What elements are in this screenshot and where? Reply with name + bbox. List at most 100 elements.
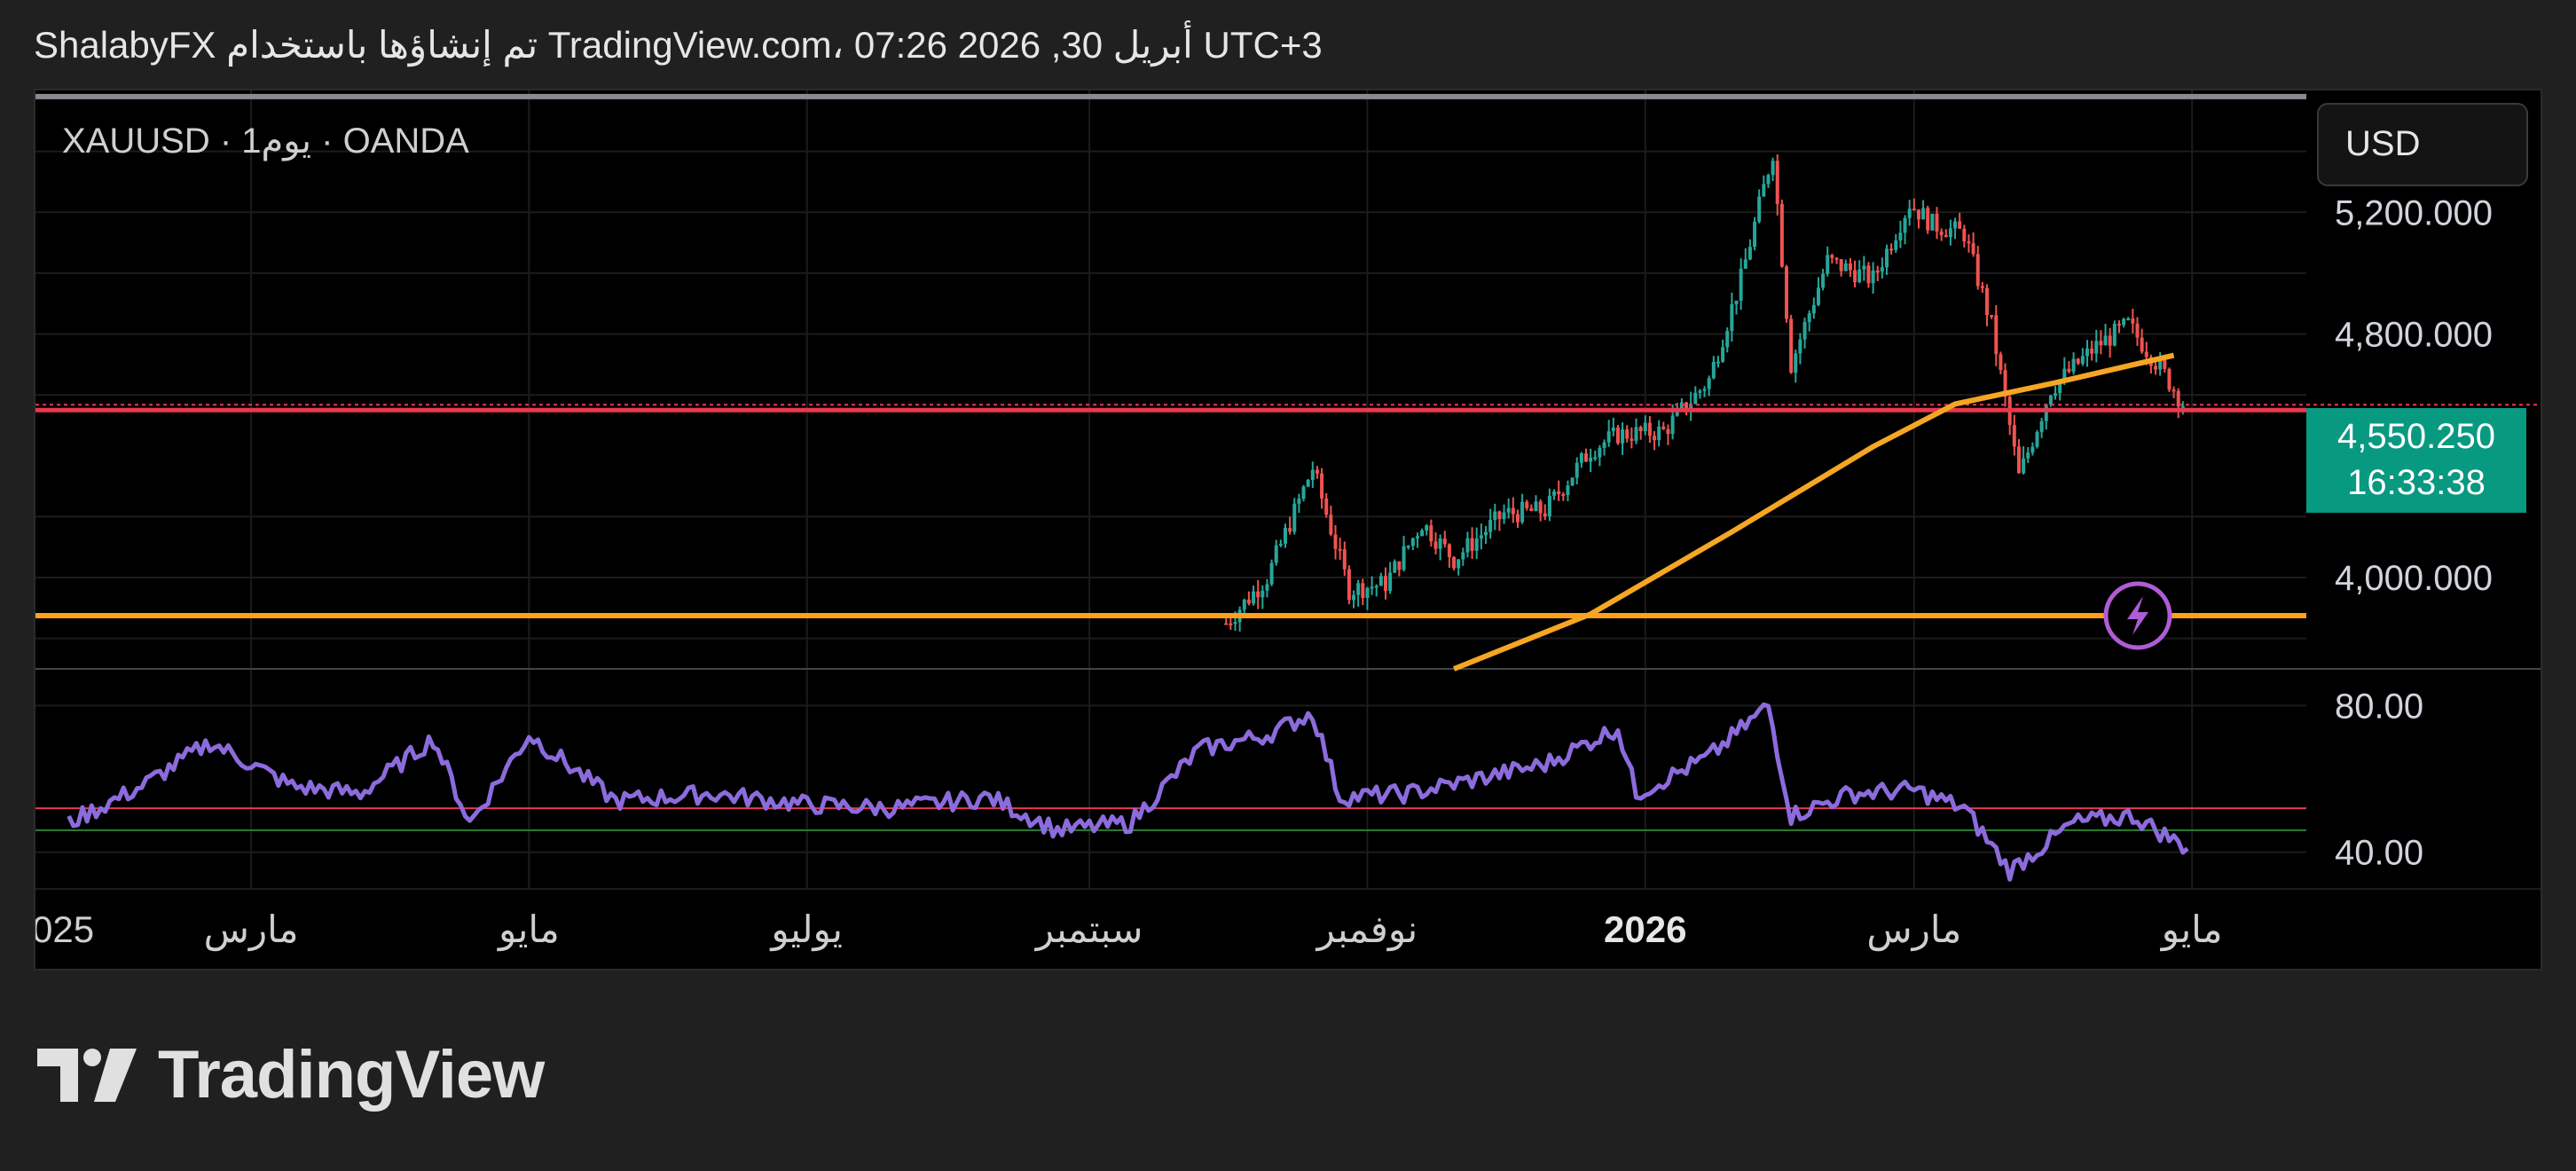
candle-body	[1880, 267, 1884, 272]
candle-body	[1839, 259, 1843, 271]
candle-body	[1907, 208, 1912, 218]
candle-body	[1570, 477, 1575, 486]
candle-body	[1589, 457, 1593, 462]
candle-body	[1606, 431, 1611, 443]
candle-body	[1661, 426, 1666, 429]
rsi-tick-label: 40.00	[2335, 834, 2423, 873]
candle-body	[1474, 538, 1479, 551]
candle-body	[1889, 248, 1894, 251]
candle-body	[1811, 304, 1816, 314]
candle-body	[2140, 337, 2144, 352]
symbol-label: XAUUSD · 1يوم · OANDA	[62, 122, 469, 161]
candle-body	[1948, 228, 1952, 238]
candle-body	[1365, 587, 1370, 599]
candle-body	[1921, 208, 1926, 220]
candle-body	[1689, 404, 1693, 412]
candle-body	[1953, 221, 1958, 229]
candle-body	[2135, 323, 2140, 338]
candle-body	[1725, 331, 1730, 348]
candle-body	[2026, 452, 2030, 459]
candle-body	[1747, 247, 1752, 260]
candle-body	[1310, 469, 1315, 481]
candle-body	[1615, 427, 1620, 444]
candle-body	[2108, 335, 2112, 346]
candle-body	[2126, 318, 2131, 321]
candle-body	[1611, 427, 1615, 432]
candle-body	[1753, 221, 1757, 248]
candle-body	[1429, 525, 1433, 542]
candle-body	[1338, 548, 1342, 551]
candle-body	[1766, 175, 1771, 185]
y-tick-label: 5,200.000	[2335, 193, 2493, 232]
candle-body	[1584, 453, 1588, 462]
candle-body	[1802, 321, 1807, 340]
candle-body	[1975, 254, 1980, 287]
candle-body	[1488, 520, 1493, 532]
candle-body	[1465, 538, 1470, 553]
candle-body	[1356, 583, 1361, 595]
y-tick-label: 4,000.000	[2335, 559, 2493, 598]
chart-area[interactable]: 5,200.000 4,800.000 4,000.000 80.00 40.00 025…	[34, 89, 2542, 971]
candle-body	[2099, 341, 2103, 346]
candle-body	[1779, 203, 1784, 267]
candle-body	[1958, 221, 1962, 229]
candle-body	[2022, 458, 2026, 474]
candle-body	[1246, 599, 1251, 604]
candle-body	[1994, 315, 1999, 355]
candle-body	[1292, 503, 1297, 532]
candle-body	[1502, 512, 1506, 520]
candle-body	[2180, 405, 2185, 408]
x-tick-label: نوفمبر	[1315, 908, 1418, 952]
candle-body	[2158, 358, 2163, 370]
candle-body	[1529, 507, 1534, 512]
candle-body	[1939, 232, 1944, 236]
candle-body	[1894, 240, 1898, 250]
candle-body	[1284, 528, 1287, 544]
candle-body	[1853, 270, 1857, 283]
candle-body	[1420, 530, 1425, 537]
candle-body	[2039, 420, 2044, 433]
candle-body	[1393, 561, 1397, 573]
candle-body	[1415, 536, 1419, 538]
candle-body	[2003, 370, 2007, 397]
candle-body	[1771, 161, 1775, 176]
candle-body	[1265, 584, 1269, 591]
footer-logo[interactable]: TradingView	[37, 1036, 545, 1113]
candle-body	[1898, 232, 1903, 240]
candle-body	[2131, 318, 2135, 324]
candle-body	[1447, 544, 1451, 557]
candle-body	[1525, 501, 1529, 508]
candle-body	[1384, 576, 1387, 592]
candle-body	[1912, 208, 1916, 211]
candle-body	[1916, 209, 1920, 220]
candle-body	[1638, 427, 1643, 432]
candle-body	[1807, 313, 1811, 322]
candle-body	[1374, 586, 1378, 588]
candle-body	[1506, 507, 1511, 513]
candle-body	[1871, 271, 1875, 284]
candle-body	[1233, 622, 1237, 625]
candle-body	[2122, 318, 2126, 326]
candle-body	[1256, 591, 1261, 598]
candle-body	[2103, 335, 2108, 346]
candle-body	[2144, 351, 2148, 358]
candle-body	[1930, 214, 1935, 231]
candle-body	[1721, 347, 1725, 362]
candle-body	[1980, 286, 1984, 288]
candle-body	[1862, 265, 1866, 270]
candle-body	[1370, 586, 1374, 589]
candle-body	[1497, 511, 1502, 520]
x-tick-label: يوليو	[769, 908, 843, 952]
candle-body	[1315, 469, 1319, 474]
candle-body	[1935, 214, 1939, 232]
candle-body	[1547, 495, 1551, 516]
candle-body	[1944, 235, 1948, 238]
candle-body	[1985, 287, 1989, 316]
candle-body	[1461, 552, 1465, 560]
last-price-tag: 4,550.250 16:33:38	[2306, 408, 2526, 513]
candle-body	[1990, 315, 1994, 318]
candle-body	[1653, 436, 1657, 441]
currency-selector[interactable]: USD	[2317, 103, 2528, 186]
candle-body	[2054, 393, 2058, 397]
candle-body	[1484, 531, 1488, 536]
